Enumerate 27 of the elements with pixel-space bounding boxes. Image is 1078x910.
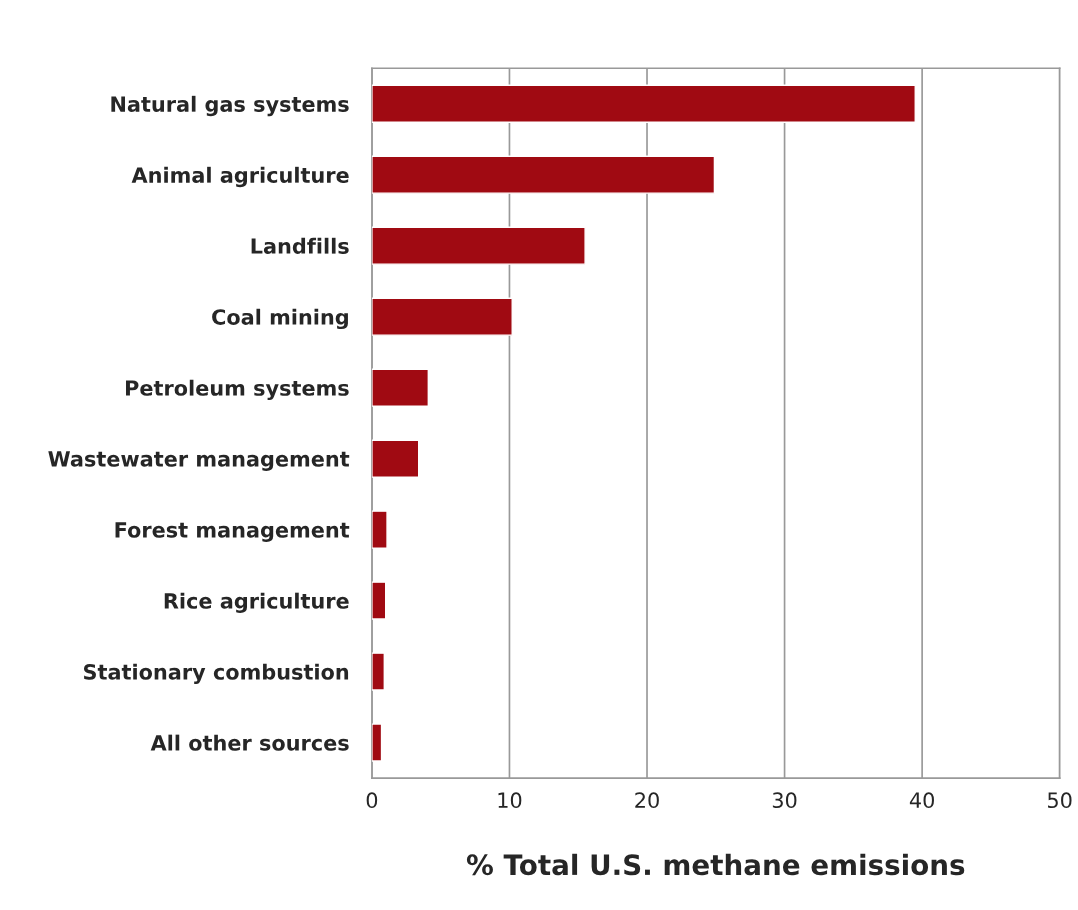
y-tick-label: Coal mining	[212, 308, 348, 330]
y-tick-label: All other sources	[150, 734, 349, 751]
x-tick-label: 40	[909, 792, 934, 809]
y-tick-label: Landfills	[251, 237, 349, 254]
x-tick-label: 0	[366, 792, 378, 809]
y-tick-label: Wastewater management	[48, 451, 350, 471]
bar	[371, 510, 388, 549]
x-tick-label: 30	[772, 792, 797, 809]
y-tick-label: Forest management	[115, 522, 350, 542]
x-tick-label: 10	[498, 792, 522, 809]
x-axis-title: % Total U.S. methane emissions	[466, 853, 965, 876]
bar	[371, 84, 916, 123]
bar	[371, 155, 716, 194]
bar	[371, 581, 387, 620]
bar	[371, 297, 513, 336]
bar	[371, 439, 420, 478]
y-tick-label: Animal agriculture	[131, 166, 349, 188]
bar	[371, 652, 385, 691]
bar	[371, 368, 430, 407]
y-tick-label: Natural gas systems	[111, 95, 349, 117]
x-tick-label: 20	[635, 792, 659, 809]
bar	[371, 723, 383, 762]
y-tick-label: Petroleum systems	[126, 379, 349, 401]
bar	[371, 226, 586, 265]
y-tick-label: Rice agriculture	[164, 592, 349, 614]
y-tick-label: Stationary combustion	[83, 663, 349, 684]
x-tick-label: 50	[1048, 792, 1072, 809]
